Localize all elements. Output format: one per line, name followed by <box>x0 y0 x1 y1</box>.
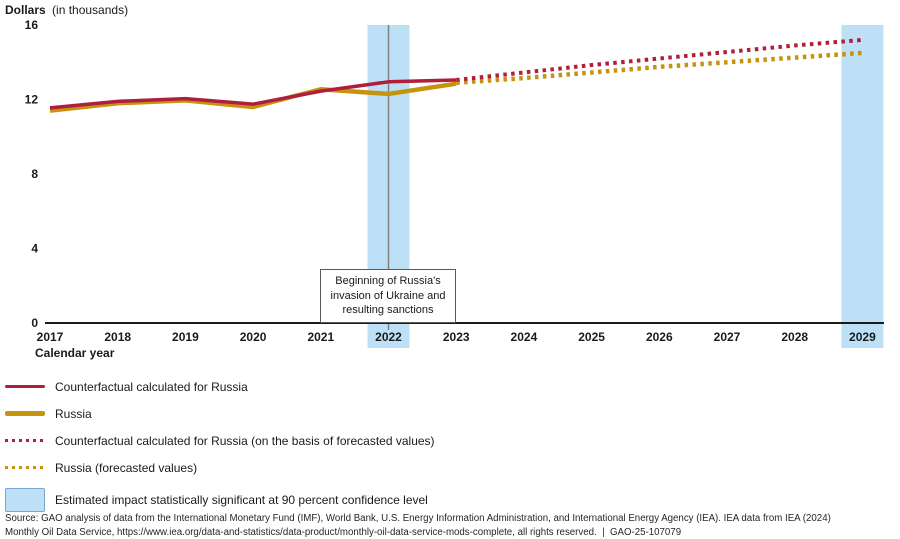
legend-item-russia-forecast: Russia (forecasted values) <box>5 459 435 476</box>
series-line <box>456 50 863 85</box>
x-tick-label: 2019 <box>172 330 199 344</box>
x-tick-label: 2018 <box>104 330 131 344</box>
legend-swatch-cell <box>5 384 55 389</box>
legend-item-label: Counterfactual calculated for Russia (on… <box>55 433 435 448</box>
x-tick-label: 2026 <box>646 330 673 344</box>
annotation-line: resulting sanctions <box>342 304 434 317</box>
x-axis-title: Calendar year <box>35 346 115 360</box>
x-tick-label: 2025 <box>578 330 605 344</box>
legend-swatch-cell <box>5 488 55 512</box>
legend-swatch-cell <box>5 439 55 442</box>
dotted-gold-line-swatch <box>5 465 45 470</box>
annotation-line: invasion of Ukraine and <box>330 289 446 302</box>
significance-band <box>841 25 884 348</box>
source-note: Source: GAO analysis of data from the In… <box>5 512 831 539</box>
annotation-box: Beginning of Russia's invasion of Ukrain… <box>320 269 456 323</box>
series-line <box>49 81 457 113</box>
y-axis-title-unit: (in thousands) <box>52 3 129 17</box>
y-axis-title: Dollars (in thousands) <box>5 3 128 17</box>
y-tick-label: 12 <box>25 93 39 107</box>
x-tick-label: 2029 <box>849 330 876 344</box>
solid-red-line-swatch <box>5 384 45 389</box>
x-tick-label: 2020 <box>240 330 267 344</box>
x-tick-label: 2022 <box>375 330 402 344</box>
legend-item-significance-band: Estimated impact statistically significa… <box>5 486 435 514</box>
annotation-line: Beginning of Russia's <box>335 275 441 287</box>
y-tick-label: 8 <box>31 167 38 181</box>
legend-item-label: Counterfactual calculated for Russia <box>55 379 248 394</box>
legend: Counterfactual calculated for Russia Rus… <box>5 378 435 514</box>
legend-item-russia: Russia <box>5 405 435 422</box>
solid-gold-line-swatch <box>5 411 45 416</box>
x-tick-label: 2024 <box>511 330 538 344</box>
legend-item-counterfactual: Counterfactual calculated for Russia <box>5 378 435 395</box>
x-tick-label: 2028 <box>781 330 808 344</box>
legend-item-label: Russia <box>55 406 92 421</box>
series-line <box>455 37 863 82</box>
legend-item-label: Estimated impact statistically significa… <box>55 493 428 507</box>
y-tick-label: 0 <box>31 316 38 330</box>
blue-band-swatch <box>5 488 45 512</box>
x-tick-label: 2023 <box>443 330 470 344</box>
y-tick-label: 16 <box>25 18 39 32</box>
source-line: Monthly Oil Data Service, https://www.ie… <box>5 526 682 538</box>
y-axis-title-text: Dollars <box>5 3 46 17</box>
y-tick-label: 4 <box>31 242 38 256</box>
legend-swatch-cell <box>5 411 55 416</box>
legend-item-label: Russia (forecasted values) <box>55 460 198 475</box>
x-tick-label: 2017 <box>37 330 64 344</box>
legend-swatch-cell <box>5 465 55 470</box>
series-line <box>49 78 457 110</box>
legend-item-counterfactual-forecast: Counterfactual calculated for Russia (on… <box>5 432 435 449</box>
dotted-red-line-swatch <box>5 439 45 442</box>
x-tick-label: 2027 <box>714 330 741 344</box>
source-line: Source: GAO analysis of data from the In… <box>5 513 831 524</box>
x-tick-label: 2021 <box>307 330 334 344</box>
